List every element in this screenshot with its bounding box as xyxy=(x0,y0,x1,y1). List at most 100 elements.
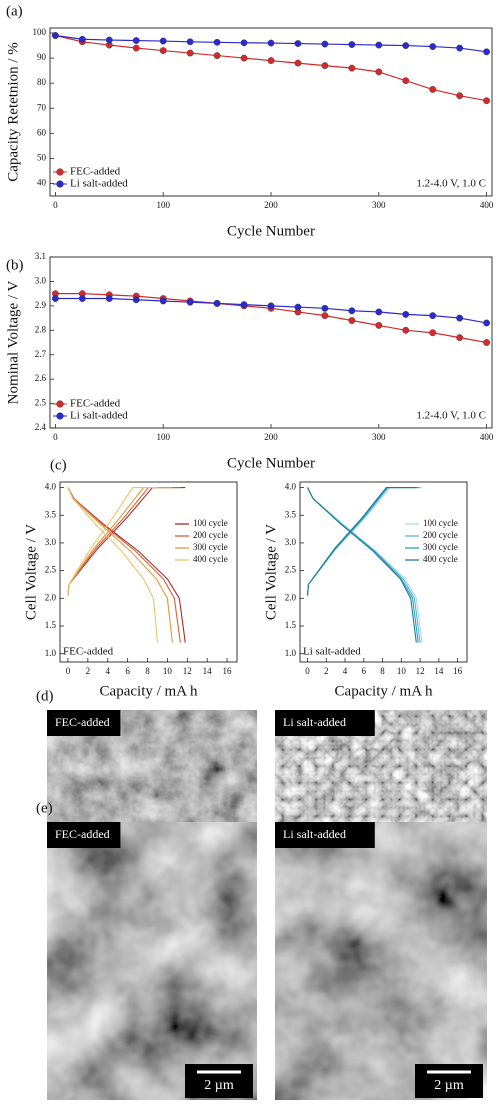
image-label: FEC-added xyxy=(55,715,110,729)
label-box xyxy=(275,822,375,848)
panel-label: (d) xyxy=(36,688,54,704)
data-point xyxy=(483,339,491,346)
legend-label: 400 cycle xyxy=(423,554,458,564)
x-tick-label: 16 xyxy=(453,666,463,676)
label-box xyxy=(47,710,121,736)
y-tick-label: 100 xyxy=(33,27,47,37)
x-tick-label: 100 xyxy=(156,432,170,442)
inset-label: FEC-added xyxy=(63,646,114,658)
y-tick-label: 80 xyxy=(37,77,47,87)
data-point xyxy=(348,64,356,72)
series-line xyxy=(67,486,158,643)
data-point xyxy=(78,35,86,43)
y-tick-label: 3.1 xyxy=(35,251,46,261)
legend-label: 400 cycle xyxy=(193,554,228,564)
plot-area xyxy=(51,32,491,105)
y-tick-label: 60 xyxy=(37,127,47,137)
x-tick-label: 4 xyxy=(343,666,348,676)
y-tick-label: 2.0 xyxy=(285,592,297,602)
y-tick-label: 3.5 xyxy=(45,509,57,519)
image-label: FEC-added xyxy=(55,827,110,841)
scale-label: 2 µm xyxy=(434,1078,464,1093)
series-line xyxy=(55,293,487,344)
y-tick-label: 1.0 xyxy=(45,648,57,658)
data-point xyxy=(429,86,437,93)
data-point xyxy=(456,44,464,52)
legend-label: 100 cycle xyxy=(193,518,228,528)
y-tick-label: 2.4 xyxy=(35,422,47,432)
x-tick-label: 300 xyxy=(372,432,386,442)
y-tick-label: 2.0 xyxy=(45,592,57,602)
panel-label: (e) xyxy=(36,800,53,816)
x-tick-label: 400 xyxy=(480,432,494,442)
data-point xyxy=(456,314,464,322)
image-label: Li salt-added xyxy=(283,827,346,841)
plot-frame xyxy=(299,481,468,663)
series-line xyxy=(306,486,417,643)
x-tick-label: 14 xyxy=(203,666,213,676)
legend-label: 100 cycle xyxy=(423,518,458,528)
x-tick-label: 16 xyxy=(223,666,233,676)
data-point xyxy=(267,302,275,310)
y-tick-label: 2.5 xyxy=(35,398,47,408)
x-axis-title: Capacity / mA h xyxy=(100,683,198,699)
data-point xyxy=(51,32,59,39)
legend-label: 300 cycle xyxy=(423,542,458,552)
x-tick-label: 0 xyxy=(66,666,71,676)
legend-label: Li salt-added xyxy=(70,410,128,422)
condition-note: 1.2-4.0 V, 1.0 C xyxy=(416,410,486,422)
y-tick-label: 2.5 xyxy=(45,565,57,575)
y-tick-label: 3.0 xyxy=(35,275,47,285)
data-point xyxy=(429,329,437,337)
plot-area xyxy=(67,486,186,643)
x-axis-title: Capacity / mA h xyxy=(335,683,433,699)
legend-label: FEC-added xyxy=(70,398,121,410)
data-point xyxy=(186,38,194,46)
plot-area xyxy=(306,486,423,643)
x-tick-label: 6 xyxy=(125,666,130,676)
y-tick-label: 2.6 xyxy=(35,373,47,383)
panel-label: (a) xyxy=(6,3,23,19)
x-tick-label: 10 xyxy=(163,666,173,676)
data-point xyxy=(429,312,437,320)
x-tick-label: 8 xyxy=(380,666,385,676)
data-point xyxy=(483,97,491,105)
x-tick-label: 12 xyxy=(416,666,425,676)
data-point xyxy=(132,44,140,52)
data-point xyxy=(375,68,383,76)
data-point xyxy=(240,301,248,309)
data-point xyxy=(213,52,221,59)
y-axis-title: Cell Voltage / V xyxy=(23,524,39,620)
legend-label: Li salt-added xyxy=(70,178,128,190)
data-point xyxy=(51,295,59,302)
data-point xyxy=(159,47,167,54)
x-tick-label: 300 xyxy=(372,200,386,210)
data-point xyxy=(402,326,410,334)
scale-box xyxy=(185,1064,253,1098)
plot-frame xyxy=(49,256,493,429)
plot-frame xyxy=(49,27,493,197)
x-tick-label: 12 xyxy=(183,666,192,676)
legend-label: 200 cycle xyxy=(193,530,228,540)
plot-frame xyxy=(59,481,238,663)
series-line xyxy=(306,486,423,643)
x-tick-label: 8 xyxy=(145,666,150,676)
scale-label: 2 µm xyxy=(204,1078,234,1093)
data-point xyxy=(78,295,86,302)
data-point xyxy=(375,321,383,329)
data-point xyxy=(321,312,329,320)
data-point xyxy=(105,36,113,44)
y-tick-label: 90 xyxy=(37,52,47,62)
data-point xyxy=(456,92,464,100)
x-tick-label: 0 xyxy=(53,432,58,442)
legend-marker xyxy=(56,168,64,176)
data-point xyxy=(375,41,383,49)
legend-marker xyxy=(56,412,64,420)
inset-label: Li salt-added xyxy=(303,646,361,658)
x-tick-label: 2 xyxy=(86,666,91,676)
data-point xyxy=(240,39,248,47)
data-point xyxy=(321,62,329,70)
data-point xyxy=(483,48,491,56)
y-tick-label: 2.8 xyxy=(35,324,47,334)
y-tick-label: 1.5 xyxy=(45,620,57,630)
